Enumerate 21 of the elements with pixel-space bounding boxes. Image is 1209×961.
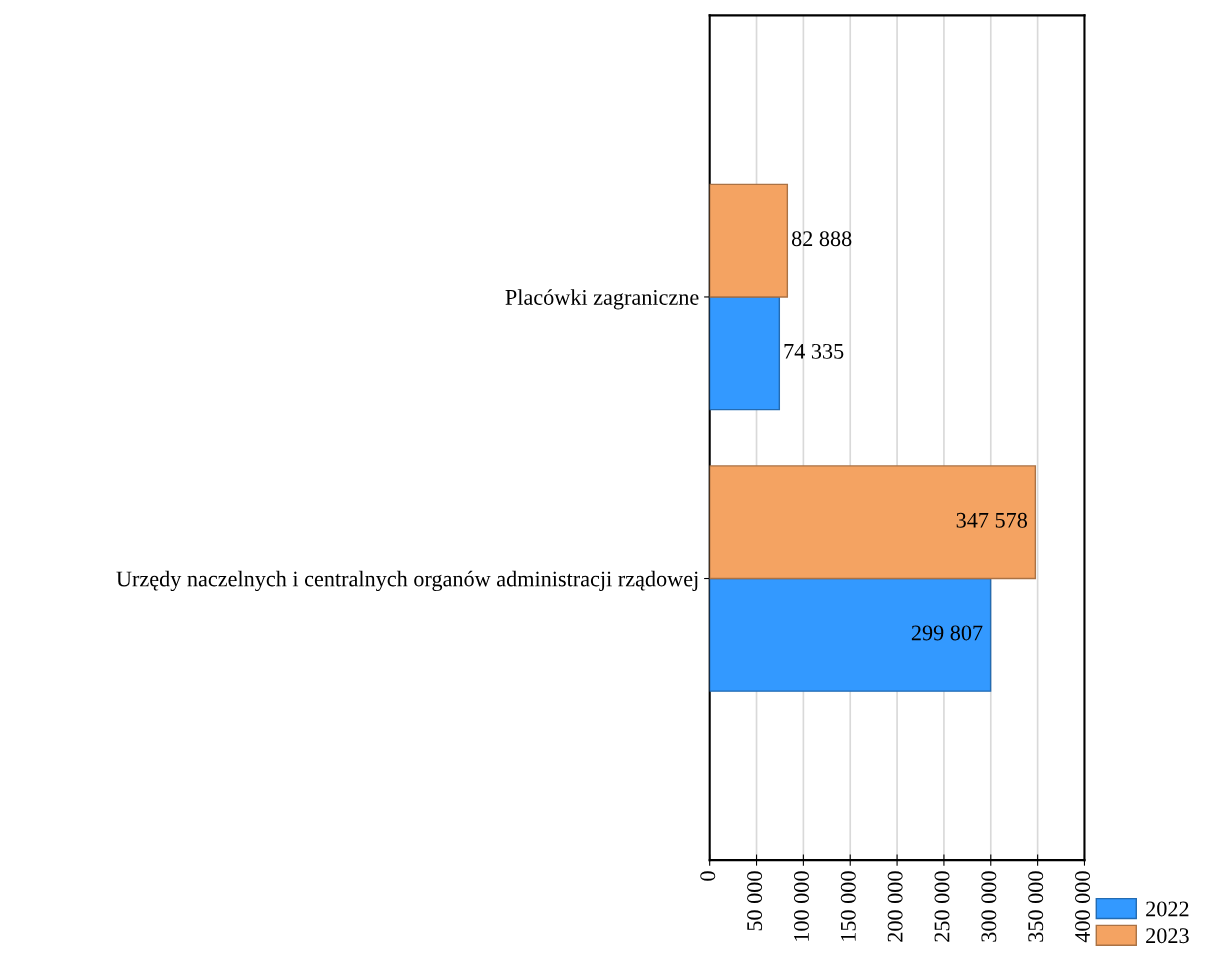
x-tick-label: 150 000: [840, 871, 856, 941]
bar: [709, 183, 789, 298]
bar: [709, 465, 1037, 580]
x-tick-label: 250 000: [934, 871, 950, 942]
y-tick-label: Placówki zagraniczne: [505, 289, 699, 310]
data-label: 82 888: [791, 231, 852, 247]
x-tick-label: 400 000: [1075, 871, 1091, 943]
x-tick-label: 200 000: [887, 871, 903, 942]
x-tick-label: 300 000: [981, 871, 997, 942]
x-tick-label: 50 000: [747, 871, 763, 931]
data-label: 347 578: [956, 512, 1028, 528]
legend-label: 2023: [1146, 928, 1189, 944]
x-tick-label: 0: [700, 871, 716, 881]
legend-label: 2022: [1146, 901, 1189, 917]
bar: [709, 577, 992, 692]
y-tick-label: Urzędy naczelnych i centralnych organów administracji rządowej: [116, 570, 698, 592]
data-label: 74 335: [784, 343, 844, 359]
bar: [709, 296, 781, 411]
data-label: 299 807: [911, 625, 983, 641]
x-tick-label: 350 000: [1028, 871, 1044, 942]
x-tick-label: 100 000: [793, 871, 809, 941]
